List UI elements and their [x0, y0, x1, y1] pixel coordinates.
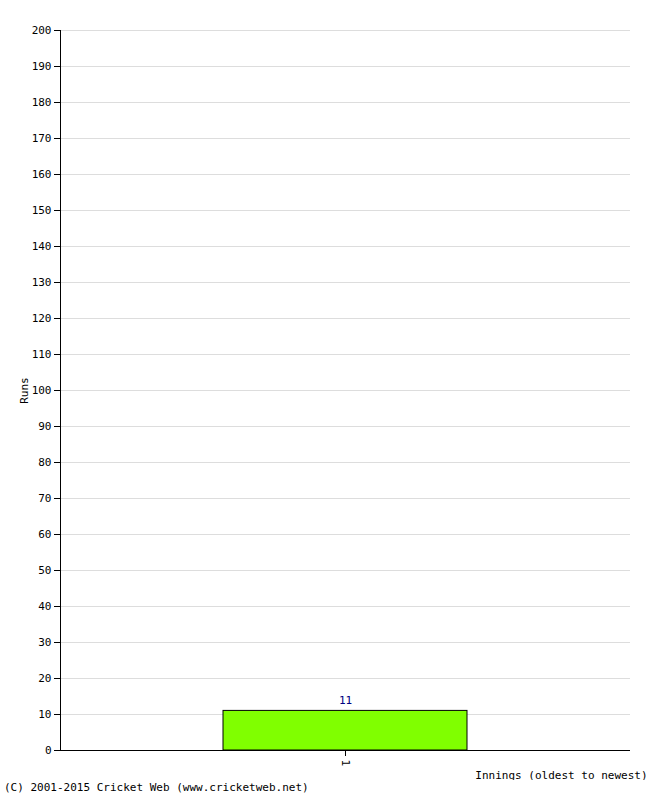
svg-text:50: 50 [38, 564, 51, 577]
svg-text:130: 130 [32, 276, 52, 289]
svg-text:150: 150 [32, 204, 52, 217]
svg-text:120: 120 [32, 312, 52, 325]
svg-text:40: 40 [38, 600, 51, 613]
svg-text:80: 80 [38, 456, 51, 469]
svg-text:190: 190 [32, 60, 52, 73]
svg-text:0: 0 [45, 744, 52, 757]
svg-text:200: 200 [32, 24, 52, 37]
svg-text:140: 140 [32, 240, 52, 253]
svg-text:90: 90 [38, 420, 51, 433]
svg-text:170: 170 [32, 132, 52, 145]
svg-text:100: 100 [32, 384, 52, 397]
svg-text:20: 20 [38, 672, 51, 685]
svg-text:Runs: Runs [18, 377, 31, 404]
svg-text:10: 10 [38, 708, 51, 721]
svg-text:Innings (oldest to newest): Innings (oldest to newest) [475, 769, 647, 781]
svg-text:70: 70 [38, 492, 51, 505]
svg-text:1: 1 [339, 760, 352, 767]
svg-text:30: 30 [38, 636, 51, 649]
svg-text:11: 11 [339, 694, 352, 707]
svg-text:160: 160 [32, 168, 52, 181]
svg-text:110: 110 [32, 348, 52, 361]
html-text:(C) 2001-2015 Cricket Web (www: (C) 2001-2015 Cricket Web (www.cricketwe… [4, 781, 309, 794]
svg-text:180: 180 [32, 96, 52, 109]
svg-text:60: 60 [38, 528, 51, 541]
